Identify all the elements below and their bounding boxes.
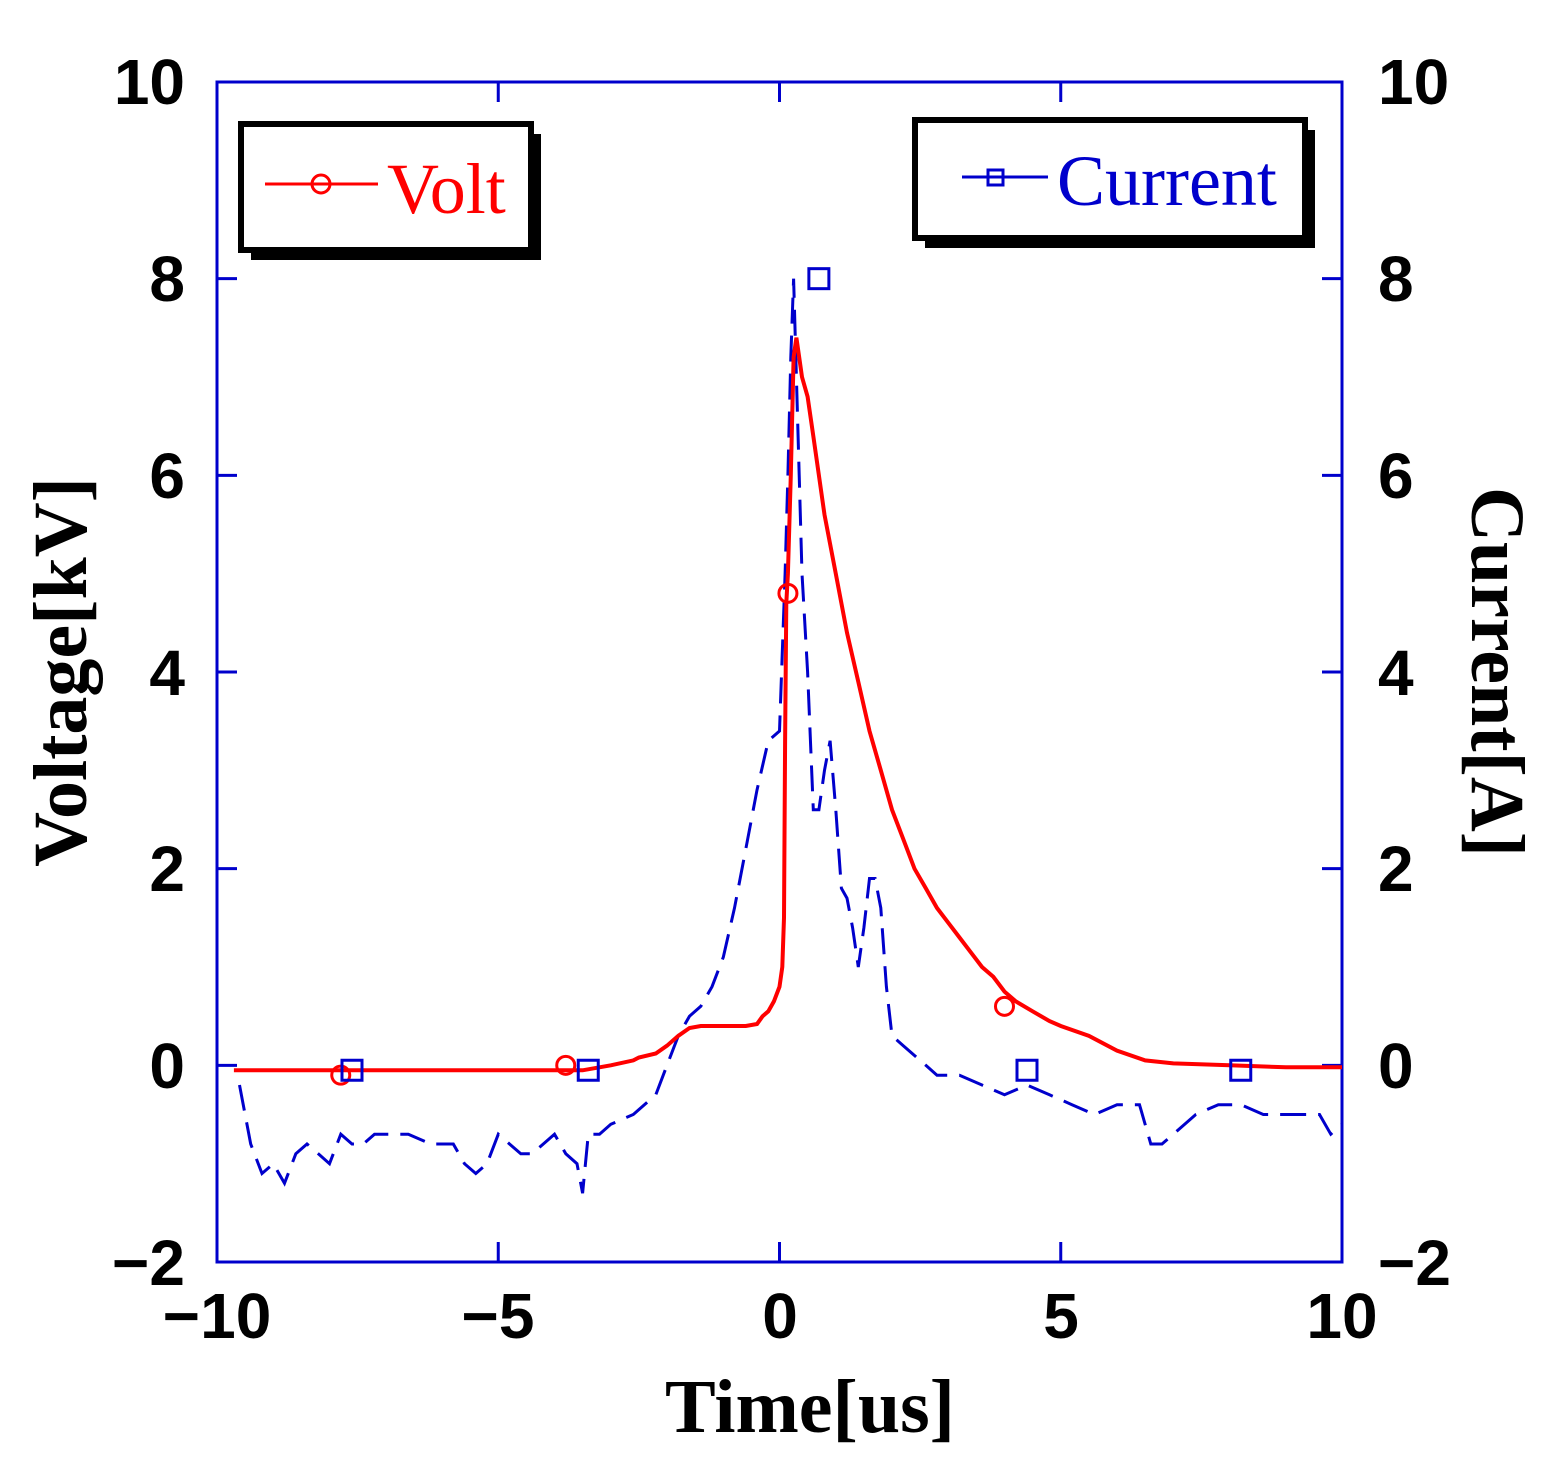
x-tick-label: 0 (762, 1280, 798, 1352)
y-tick-label: 2 (149, 833, 185, 905)
y2-tick-label: 4 (1378, 637, 1414, 709)
y2-tick-label: 10 (1378, 46, 1449, 118)
x-tick-label: 5 (1043, 1280, 1079, 1352)
y2-tick-labels: −2 0 2 4 6 8 10 (1378, 46, 1451, 1299)
current-series-line (238, 278, 1343, 1194)
y-tick-label: 0 (149, 1030, 185, 1102)
y-tick-label: 10 (114, 46, 185, 118)
y2-axis-title: Current[A] (1455, 487, 1539, 857)
tick-marks (215, 80, 1344, 1264)
volt-marker (994, 995, 1015, 1017)
current-marker (807, 267, 831, 291)
legend-volt-box (238, 121, 534, 253)
x-tick-label: −5 (462, 1280, 535, 1352)
current-marker (1229, 1058, 1253, 1082)
x-axis-title: Time[us] (665, 1365, 955, 1449)
legend-current-marker (986, 168, 1005, 187)
legend-current: Current (912, 117, 1315, 248)
y2-tick-label: 8 (1378, 243, 1414, 315)
y2-tick-label: 2 (1378, 833, 1414, 905)
x-tick-labels: −10 −5 0 5 10 (163, 1280, 1378, 1352)
volt-series-line (233, 337, 1342, 1073)
series-markers (330, 267, 1253, 1086)
y2-tick-label: 6 (1378, 440, 1414, 512)
y-tick-labels: −2 0 2 4 6 8 10 (112, 46, 185, 1299)
x-tick-label: 10 (1306, 1280, 1377, 1352)
volt-marker (555, 1054, 577, 1076)
y-axis-title: Voltage[kV] (19, 477, 103, 867)
y-tick-label: 6 (149, 440, 185, 512)
y-tick-label: 4 (149, 637, 185, 709)
legend-current-label: Current (1057, 141, 1277, 221)
volt-marker (777, 582, 799, 604)
y-tick-label: 8 (149, 243, 185, 315)
current-marker (340, 1058, 364, 1082)
x-tick-label: −10 (163, 1280, 272, 1352)
current-marker (1015, 1058, 1039, 1082)
y2-tick-label: −2 (1378, 1227, 1451, 1299)
current-marker (576, 1058, 600, 1082)
legend-current-box (912, 117, 1308, 241)
y-tick-label: −2 (112, 1227, 185, 1299)
legend-volt-label: Volt (387, 149, 506, 229)
legend-volt: Volt (238, 121, 541, 260)
legend-volt-marker (310, 173, 332, 195)
y2-tick-label: 0 (1378, 1030, 1414, 1102)
